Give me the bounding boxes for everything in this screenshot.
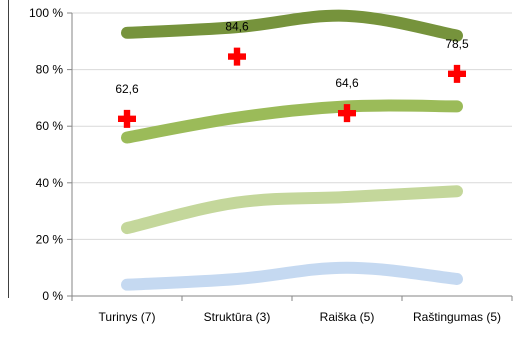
series-line [121, 99, 463, 144]
y-tick-label: 100 % [29, 6, 63, 20]
series-line [121, 9, 463, 42]
left-frame-edge [8, 0, 9, 298]
y-tick-label: 40 % [36, 176, 64, 190]
data-label: 84,6 [225, 20, 249, 34]
x-tick-label: Raiška (5) [320, 310, 375, 324]
x-tick-label: Turinys (7) [99, 310, 156, 324]
series-line [121, 261, 463, 291]
data-label: 64,6 [335, 76, 359, 90]
x-tick-label: Struktūra (3) [204, 310, 271, 324]
y-tick-label: 0 % [42, 289, 63, 303]
x-tick-label: Raštingumas (5) [413, 310, 501, 324]
data-label: 78,5 [445, 37, 469, 51]
y-tick-label: 60 % [36, 119, 64, 133]
data-point-marker [228, 47, 246, 66]
data-point-marker [448, 64, 466, 83]
y-tick-label: 80 % [36, 63, 64, 77]
data-point-marker [338, 104, 356, 123]
y-tick-label: 20 % [36, 232, 64, 246]
series-line [121, 185, 463, 235]
data-label: 62,6 [115, 82, 139, 96]
data-point-marker [118, 109, 136, 128]
